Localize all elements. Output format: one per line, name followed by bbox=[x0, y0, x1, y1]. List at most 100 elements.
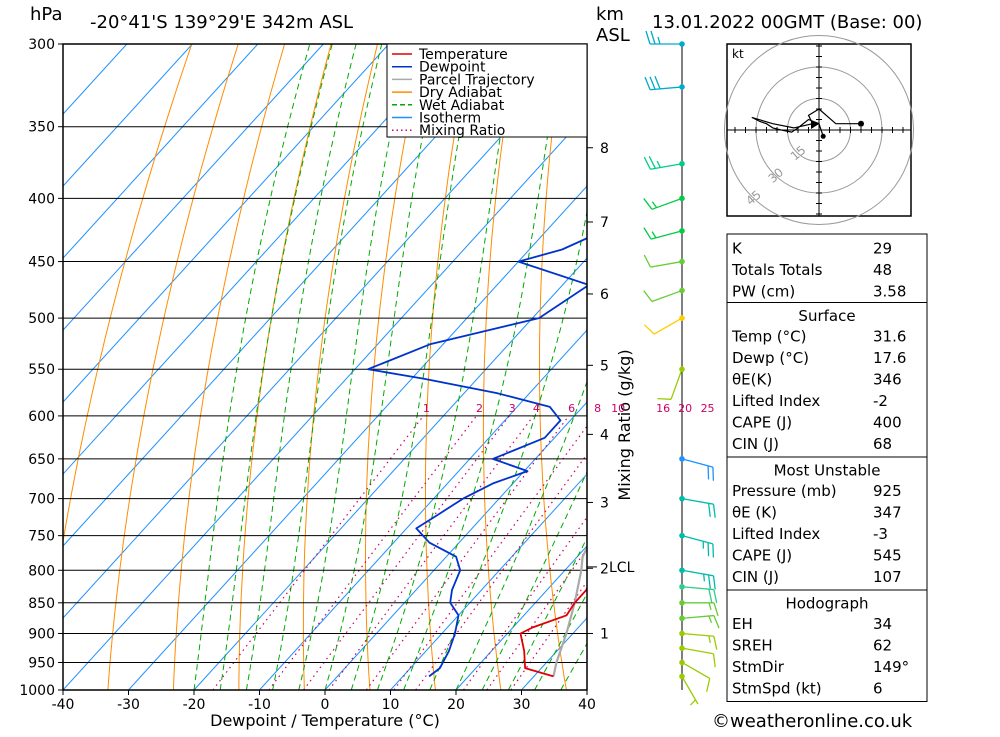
index-value: 6 bbox=[873, 680, 883, 698]
isotherm-line bbox=[0, 44, 454, 690]
plot-border bbox=[63, 44, 587, 690]
wind-barb bbox=[646, 31, 685, 47]
pressure-tick-label: 450 bbox=[28, 255, 55, 271]
wind-barb bbox=[679, 600, 718, 616]
asl-unit-label: ASL bbox=[596, 25, 630, 46]
wind-barb-feather bbox=[709, 575, 711, 588]
wind-barb-half-feather bbox=[709, 636, 710, 643]
mixing-ratio-line bbox=[511, 416, 705, 690]
height-tick-label: 7 bbox=[600, 215, 609, 231]
wind-barb bbox=[679, 496, 715, 518]
dry-adiabat-line bbox=[108, 44, 238, 690]
wind-barb-shaft bbox=[654, 318, 682, 334]
wind-barb bbox=[644, 196, 685, 210]
hodograph-end-dot bbox=[858, 121, 864, 127]
index-value: 925 bbox=[873, 482, 902, 500]
index-value: -2 bbox=[873, 392, 888, 410]
index-label: PW (cm) bbox=[732, 283, 795, 301]
mixing-ratio-label: 1 bbox=[423, 402, 430, 415]
index-label: Temp (°C) bbox=[731, 328, 806, 346]
mixing-ratio-label: 2 bbox=[476, 402, 483, 415]
mixing-ratio-line bbox=[366, 416, 568, 690]
pressure-tick-label: 850 bbox=[28, 596, 55, 612]
index-value: 29 bbox=[873, 240, 892, 258]
height-tick-label: 5 bbox=[600, 358, 609, 374]
km-unit-label: km bbox=[596, 4, 624, 25]
wind-barb bbox=[679, 584, 717, 603]
wind-barb-shaft bbox=[652, 291, 682, 302]
index-label: θE(K) bbox=[732, 371, 772, 389]
pressure-unit-label: hPa bbox=[30, 4, 62, 25]
wind-barb bbox=[679, 616, 719, 629]
pressure-tick-label: 550 bbox=[28, 362, 55, 378]
height-tick-label: 2 bbox=[600, 561, 609, 577]
datetime-title: 13.01.2022 00GMT (Base: 00) bbox=[652, 12, 922, 33]
wet-adiabat-line bbox=[194, 44, 310, 690]
wind-barb-feather bbox=[644, 157, 650, 169]
wind-barb-half-feather bbox=[709, 616, 712, 623]
x-axis-label: Dewpoint / Temperature (°C) bbox=[210, 711, 440, 730]
index-value: -3 bbox=[873, 525, 888, 543]
wind-barb-feather bbox=[714, 576, 716, 589]
index-value: 347 bbox=[873, 504, 902, 522]
index-label: StmDir bbox=[732, 658, 785, 676]
pressure-tick-label: 300 bbox=[28, 37, 55, 53]
index-value: 545 bbox=[873, 547, 902, 565]
index-value: 17.6 bbox=[873, 349, 906, 367]
wind-barb-feather bbox=[644, 291, 652, 302]
x-tick-label: 30 bbox=[513, 697, 531, 713]
wind-barb bbox=[644, 255, 685, 267]
mixing-ratio-line bbox=[394, 416, 595, 690]
wind-barb-feather bbox=[714, 590, 717, 603]
x-tick-label: -30 bbox=[117, 697, 140, 713]
dry-adiabat-line bbox=[981, 44, 1000, 690]
wind-barb-feather bbox=[714, 504, 716, 517]
wind-barb-feather bbox=[644, 325, 654, 334]
legend-label: Mixing Ratio bbox=[419, 123, 505, 139]
plot-frame bbox=[63, 44, 587, 690]
wind-barb bbox=[644, 156, 685, 169]
indices-section-title: Hodograph bbox=[785, 595, 868, 613]
index-label: SREH bbox=[732, 637, 773, 655]
pressure-tick-label: 950 bbox=[28, 655, 55, 671]
indices-section-title: Most Unstable bbox=[774, 462, 881, 480]
pressure-tick-label: 600 bbox=[28, 409, 55, 425]
wind-barb-feather bbox=[644, 255, 650, 267]
wind-barb-shaft bbox=[682, 662, 710, 678]
wind-barbs bbox=[644, 31, 719, 705]
x-tick-label: 20 bbox=[447, 697, 465, 713]
wind-barb-feather bbox=[645, 77, 650, 90]
mixing-ratio-label: 16 bbox=[656, 402, 670, 415]
index-label: CIN (J) bbox=[732, 568, 779, 586]
x-tick-label: -40 bbox=[52, 697, 75, 713]
pressure-tick-label: 650 bbox=[28, 452, 55, 468]
wind-barb bbox=[679, 631, 717, 650]
wind-barb-feather bbox=[649, 156, 655, 168]
wind-barb-half-feather bbox=[652, 232, 656, 238]
index-value: 68 bbox=[873, 435, 892, 453]
index-label: EH bbox=[732, 615, 753, 633]
index-label: K bbox=[732, 240, 743, 258]
height-tick-label: 4 bbox=[600, 427, 609, 443]
dry-adiabat-line bbox=[239, 44, 331, 690]
pressure-tick-label: 700 bbox=[28, 492, 55, 508]
wind-barb-shaft bbox=[671, 369, 682, 399]
wind-barb-feather bbox=[644, 198, 652, 209]
index-value: 400 bbox=[873, 414, 902, 432]
mixing-ratio-label: 20 bbox=[678, 402, 692, 415]
isotherm-line bbox=[0, 44, 389, 690]
dry-adiabat-line bbox=[646, 44, 697, 690]
wind-barb-feather bbox=[709, 589, 712, 602]
wet-adiabat-line bbox=[482, 44, 742, 690]
height-tick-label: 1 bbox=[600, 626, 609, 642]
pressure-tick-label: 500 bbox=[28, 311, 55, 327]
isotherm-line bbox=[63, 44, 651, 690]
wind-barb-shaft bbox=[650, 262, 682, 268]
dry-adiabat-line bbox=[173, 44, 284, 690]
pressure-tick-label: 350 bbox=[28, 120, 55, 136]
height-tick-label: 6 bbox=[600, 287, 609, 303]
pressure-tick-label: 400 bbox=[28, 191, 55, 207]
mixing-ratio-label: 6 bbox=[568, 402, 575, 415]
